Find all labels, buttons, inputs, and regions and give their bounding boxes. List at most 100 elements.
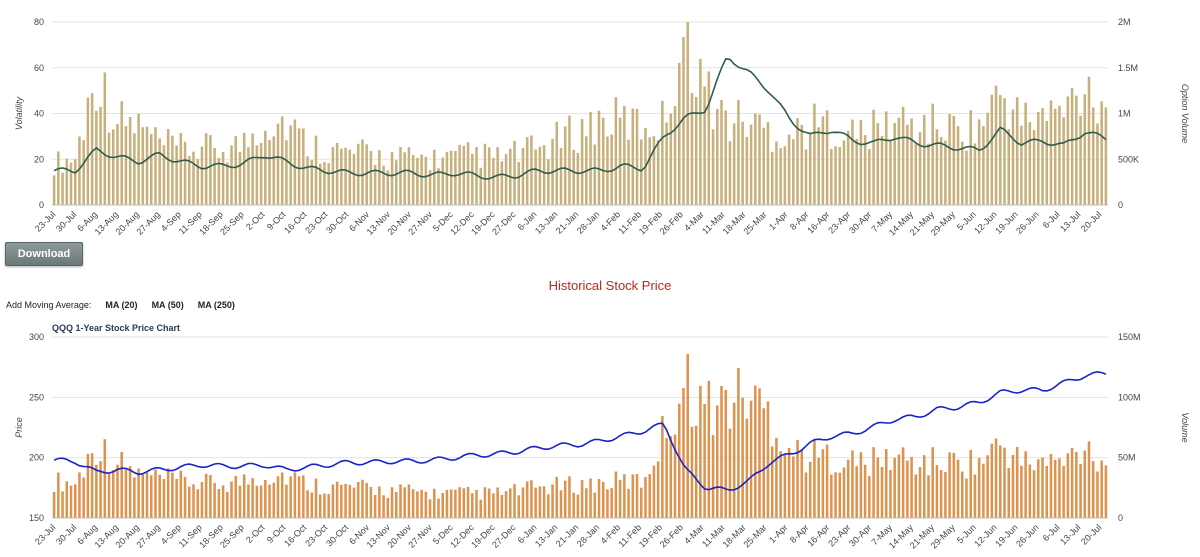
volume-bar — [808, 133, 812, 205]
volume-bar — [749, 400, 753, 518]
section-title: Historical Stock Price — [548, 278, 672, 293]
volume-bar — [82, 140, 85, 205]
x-tick-label: 13-Jan — [533, 209, 560, 236]
volume-bar — [922, 455, 926, 518]
volume-bar — [707, 71, 711, 205]
volume-bar — [859, 452, 863, 518]
volume-bar — [868, 475, 871, 518]
volume-bar — [530, 480, 533, 518]
volume-bar — [462, 145, 466, 205]
volume-bar — [513, 484, 516, 518]
ma-250-option[interactable]: MA (250) — [197, 300, 235, 310]
volume-bar — [449, 150, 453, 205]
volume-bar — [162, 145, 166, 205]
volume-bar — [230, 145, 233, 205]
y-tick-label: 80 — [34, 17, 44, 27]
x-tick-label: 16-Oct — [282, 522, 309, 549]
volume-bar — [1003, 98, 1006, 205]
volume-bar — [737, 367, 740, 518]
volume-bar — [394, 492, 398, 518]
volume-bar — [411, 154, 415, 205]
volume-bar — [568, 115, 571, 205]
volume-bar — [1062, 117, 1065, 205]
volume-bar — [61, 172, 64, 205]
volume-bar — [437, 498, 440, 518]
volume-bar — [623, 474, 626, 518]
y2-tick-label: 1M — [1118, 109, 1131, 119]
volume-bar — [1058, 458, 1061, 518]
volume-bar — [652, 136, 656, 205]
volume-bar — [1066, 453, 1070, 518]
volume-bar — [188, 486, 191, 518]
volume-bar — [145, 472, 149, 518]
volume-bar — [585, 488, 588, 518]
volume-bar — [990, 94, 994, 205]
volume-bar — [445, 151, 449, 205]
volume-bar — [352, 153, 356, 205]
volume-bar — [863, 135, 867, 205]
volume-bar — [855, 138, 858, 205]
volume-bar — [580, 480, 584, 518]
volume-bar — [1104, 107, 1108, 205]
volume-bar — [479, 167, 483, 205]
volume-bar — [635, 474, 639, 518]
volume-bar — [766, 401, 770, 518]
x-tick-label: 30-Oct — [324, 522, 351, 549]
volume-bar — [563, 480, 567, 518]
volume-bar — [952, 452, 956, 518]
volume-bar — [416, 491, 419, 518]
volume-bar — [825, 444, 829, 518]
volume-bar — [732, 402, 736, 518]
x-tick-label: 29-May — [929, 209, 958, 238]
ma-50-option[interactable]: MA (50) — [151, 300, 184, 310]
volume-bar — [939, 137, 943, 205]
x-tick-label: 16-Oct — [282, 209, 309, 236]
volume-bar — [682, 37, 685, 205]
volume-bar — [1062, 465, 1065, 518]
volume-bar — [737, 100, 740, 205]
volume-bar — [914, 474, 918, 518]
volume-bar — [825, 110, 829, 205]
volume-bar — [669, 113, 673, 205]
volume-bar — [352, 487, 356, 518]
x-tick-label: 2-Oct — [244, 209, 267, 232]
volume-bar — [749, 124, 753, 205]
volume-bar — [830, 148, 833, 205]
volume-bar — [656, 140, 660, 205]
volume-bar — [517, 495, 521, 518]
x-tick-label: 19-Jun — [993, 209, 1020, 236]
volume-bar — [720, 385, 723, 518]
volume-bar — [1087, 76, 1091, 205]
volume-bar — [648, 137, 651, 205]
volume-bar — [65, 481, 69, 518]
download-now-button[interactable]: Download Now — [5, 242, 83, 282]
volume-bar — [86, 453, 90, 518]
volume-bar — [648, 474, 651, 518]
volume-bar — [792, 139, 795, 205]
volume-bar — [901, 447, 905, 518]
volume-bar — [580, 119, 584, 205]
volume-bar — [483, 487, 487, 518]
volume-bar — [627, 488, 630, 518]
volume-bar — [466, 486, 470, 518]
volume-bar — [441, 157, 444, 205]
volume-bar — [661, 415, 664, 518]
volume-bar — [1037, 112, 1040, 205]
volume-bar — [285, 484, 288, 518]
volume-bar — [69, 485, 73, 518]
volume-bar — [572, 149, 575, 205]
volume-bar — [314, 478, 318, 518]
x-tick-label: 26-Feb — [658, 209, 685, 236]
volume-bar — [665, 122, 668, 205]
volume-bar — [834, 472, 837, 518]
x-tick-label: 25-Sep — [218, 522, 246, 550]
volume-bar — [289, 125, 292, 205]
ma-20-option[interactable]: MA (20) — [105, 300, 138, 310]
volume-bar — [107, 473, 111, 518]
volume-bar — [475, 489, 478, 518]
volume-bar — [703, 86, 706, 205]
volume-bar — [1011, 109, 1015, 205]
volume-bar — [128, 466, 132, 518]
volume-bar — [492, 493, 495, 518]
volume-bar — [1015, 97, 1019, 205]
